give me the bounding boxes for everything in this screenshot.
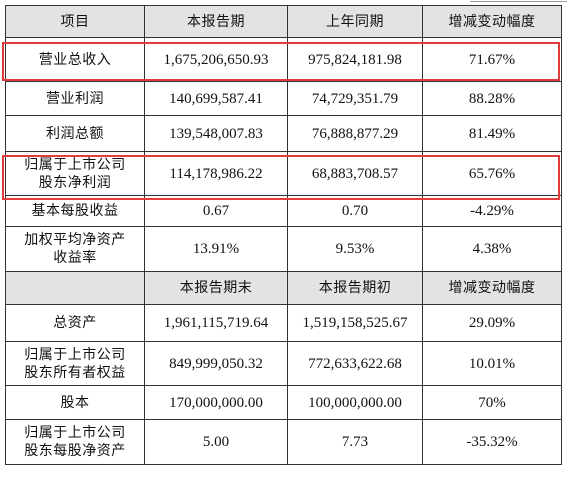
change-value: 81.49% <box>422 115 562 152</box>
row-label: 归属于上市公司 股东净利润 <box>5 151 145 196</box>
change-value: 10.01% <box>422 341 562 386</box>
table-row: 利润总额 139,548,007.83 76,888,877.29 81.49% <box>5 115 562 152</box>
row-label-line2: 股东每股净资产 <box>24 443 126 459</box>
row-label: 归属于上市公司 股东所有者权益 <box>5 341 145 386</box>
change-value: -4.29% <box>422 195 562 227</box>
row-label: 利润总额 <box>5 115 145 152</box>
row-label: 基本每股收益 <box>5 195 145 227</box>
table-row: 营业利润 140,699,587.41 74,729,351.79 88.28% <box>5 81 562 116</box>
change-value: 4.38% <box>422 226 562 272</box>
current-value: 140,699,587.41 <box>144 81 288 116</box>
prior-value: 1,519,158,525.67 <box>287 304 423 342</box>
header-current-period: 本报告期 <box>144 5 288 38</box>
prior-value: 0.70 <box>287 195 423 227</box>
change-value: 71.67% <box>422 37 562 82</box>
header-change-rate: 增减变动幅度 <box>422 271 562 305</box>
header-row-period: 项目 本报告期 上年同期 增减变动幅度 <box>5 5 562 38</box>
financial-summary-table: 项目 本报告期 上年同期 增减变动幅度 营业总收入 1,675,206,650.… <box>5 5 562 465</box>
row-label: 归属于上市公司 股东每股净资产 <box>5 419 145 465</box>
current-value: 0.67 <box>144 195 288 227</box>
header-blank <box>5 271 145 305</box>
change-value: 29.09% <box>422 304 562 342</box>
prior-value: 74,729,351.79 <box>287 81 423 116</box>
table-row: 股本 170,000,000.00 100,000,000.00 70% <box>5 385 562 420</box>
prior-value: 7.73 <box>287 419 423 465</box>
current-value: 5.00 <box>144 419 288 465</box>
prior-value: 975,824,181.98 <box>287 37 423 82</box>
prior-value: 100,000,000.00 <box>287 385 423 420</box>
header-period-end: 本报告期末 <box>144 271 288 305</box>
row-label-line2: 股东净利润 <box>38 174 112 191</box>
table-row: 归属于上市公司 股东净利润 114,178,986.22 68,883,708.… <box>5 151 562 196</box>
header-row-balance: 本报告期末 本报告期初 增减变动幅度 <box>5 271 562 305</box>
row-label-line1: 加权平均净资产 <box>24 232 126 248</box>
header-change-rate: 增减变动幅度 <box>422 5 562 38</box>
row-label-line2: 收益率 <box>53 250 97 266</box>
table-row: 营业总收入 1,675,206,650.93 975,824,181.98 71… <box>5 37 562 82</box>
current-value: 139,548,007.83 <box>144 115 288 152</box>
table-row: 归属于上市公司 股东每股净资产 5.00 7.73 -35.32% <box>5 419 562 465</box>
prior-value: 76,888,877.29 <box>287 115 423 152</box>
prior-value: 9.53% <box>287 226 423 272</box>
row-label: 股本 <box>5 385 145 420</box>
row-label-line1: 归属于上市公司 <box>24 346 126 363</box>
current-value: 170,000,000.00 <box>144 385 288 420</box>
prior-value: 68,883,708.57 <box>287 151 423 196</box>
table-row: 总资产 1,961,115,719.64 1,519,158,525.67 29… <box>5 304 562 342</box>
row-label: 总资产 <box>5 304 145 342</box>
current-value: 849,999,050.32 <box>144 341 288 386</box>
row-label: 营业利润 <box>5 81 145 116</box>
header-item: 项目 <box>5 5 145 38</box>
current-value: 1,961,115,719.64 <box>144 304 288 342</box>
current-value: 1,675,206,650.93 <box>144 37 288 82</box>
header-prior-year-period: 上年同期 <box>287 5 423 38</box>
change-value: 65.76% <box>422 151 562 196</box>
change-value: -35.32% <box>422 419 562 465</box>
row-label-line2: 股东所有者权益 <box>24 364 126 381</box>
header-period-start: 本报告期初 <box>287 271 423 305</box>
current-value: 13.91% <box>144 226 288 272</box>
row-label-line1: 归属于上市公司 <box>24 156 126 173</box>
table-row: 加权平均净资产 收益率 13.91% 9.53% 4.38% <box>5 226 562 272</box>
top-rule <box>0 0 567 3</box>
current-value: 114,178,986.22 <box>144 151 288 196</box>
table-row: 归属于上市公司 股东所有者权益 849,999,050.32 772,633,6… <box>5 341 562 386</box>
change-value: 88.28% <box>422 81 562 116</box>
change-value: 70% <box>422 385 562 420</box>
table-row: 基本每股收益 0.67 0.70 -4.29% <box>5 195 562 227</box>
row-label-line1: 归属于上市公司 <box>24 425 126 441</box>
row-label: 营业总收入 <box>5 37 145 82</box>
row-label: 加权平均净资产 收益率 <box>5 226 145 272</box>
prior-value: 772,633,622.68 <box>287 341 423 386</box>
